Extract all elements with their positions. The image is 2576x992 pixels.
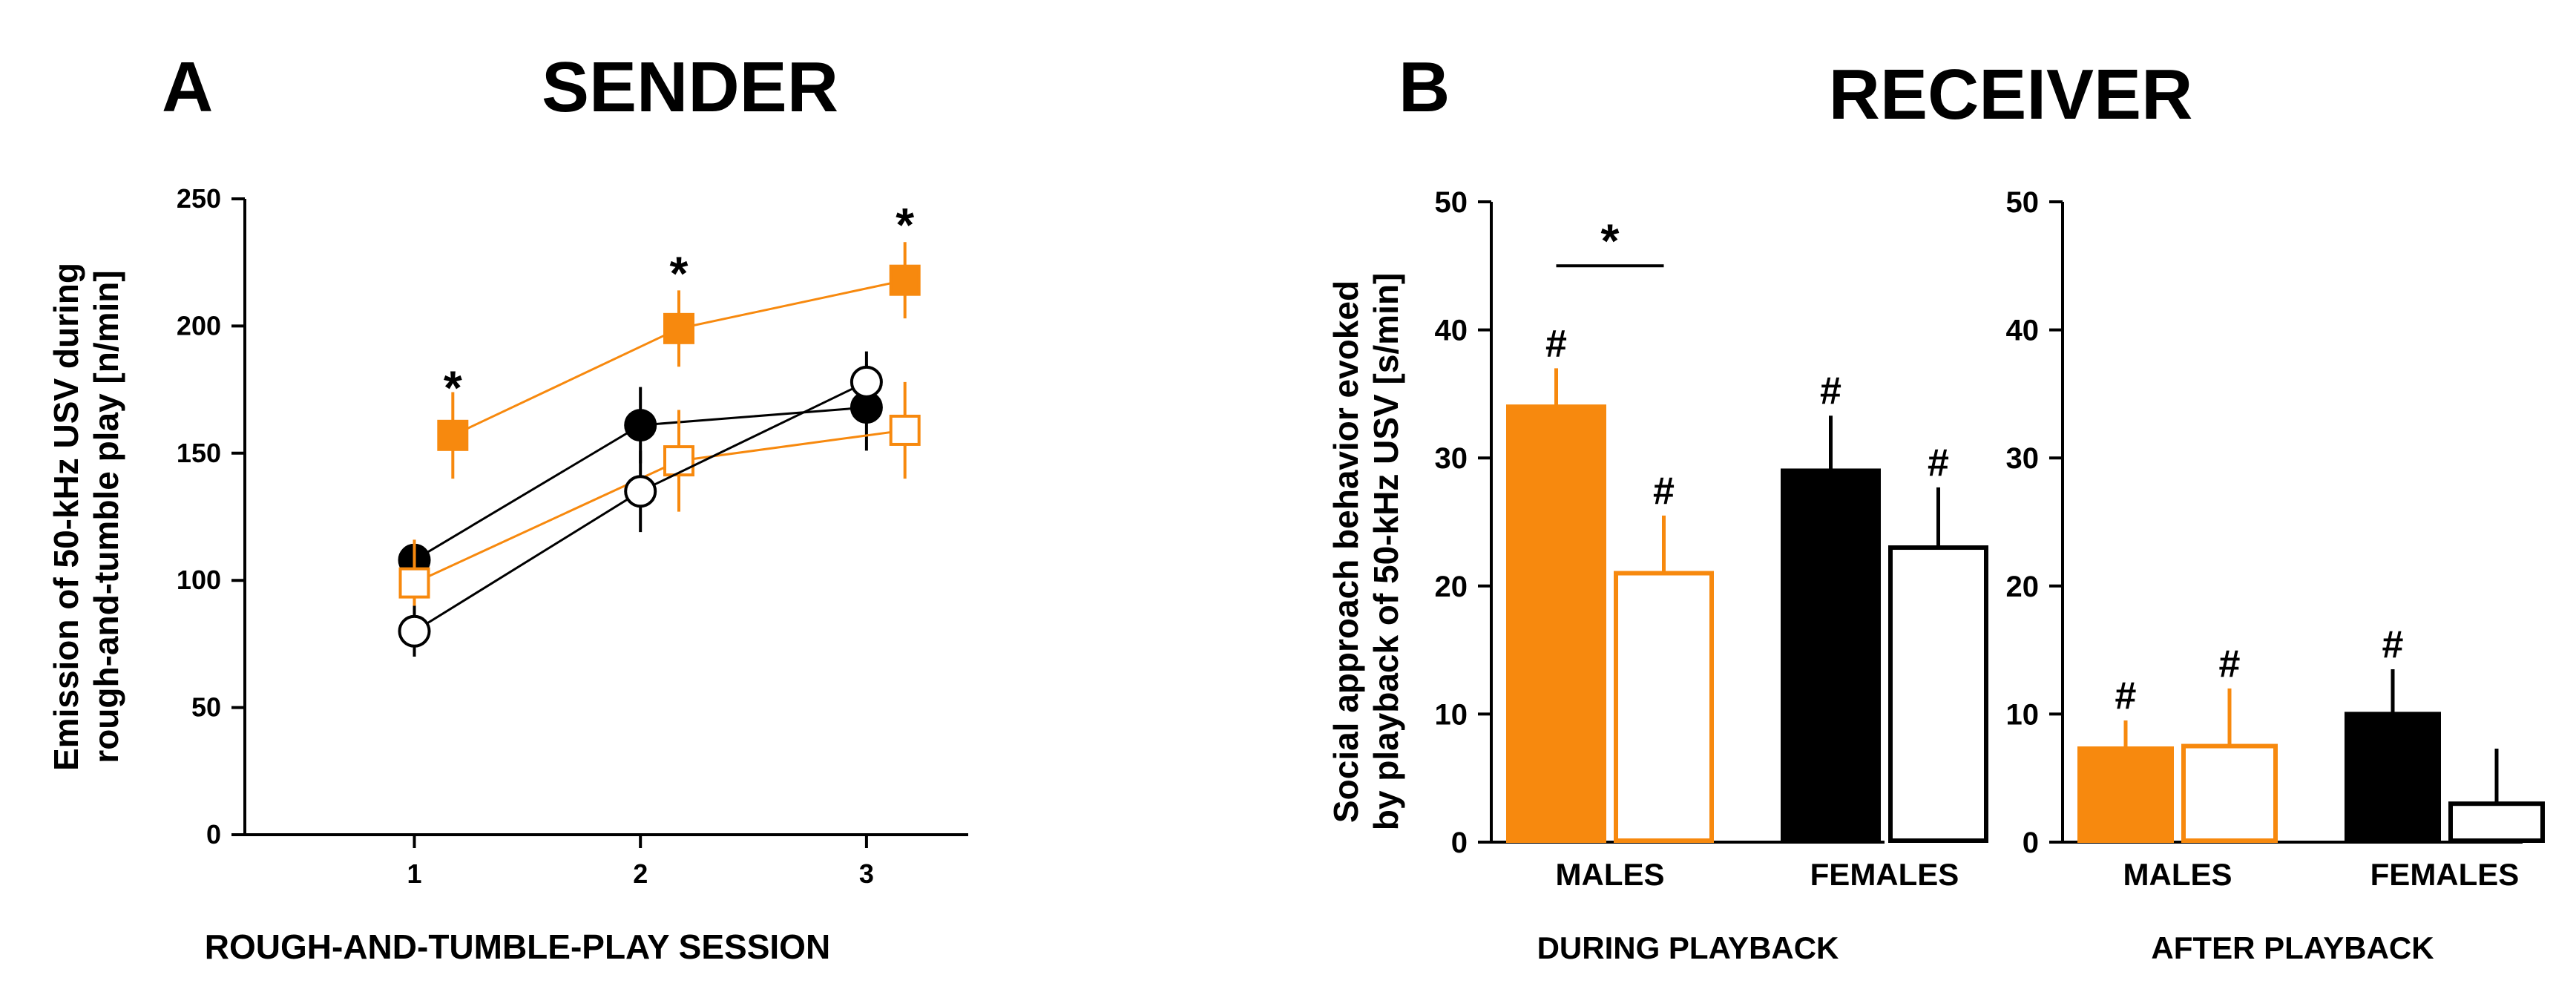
series [398, 381, 921, 626]
x-axis-title: AFTER PLAYBACK [2151, 930, 2434, 965]
data-point-circle [398, 614, 431, 648]
y-tick-label: 0 [1451, 827, 1468, 859]
data-point-square [398, 567, 430, 599]
data-point-square [889, 414, 921, 446]
bar-label: # [2382, 623, 2404, 666]
series [398, 351, 883, 657]
x-axis-title: ROUGH-AND-TUMBLE-PLAY SESSION [205, 927, 830, 966]
y-tick-label: 250 [177, 183, 221, 214]
x-tick-label: 2 [633, 858, 648, 889]
group-label: FEMALES [1810, 857, 1959, 892]
panel-a-letter: A [162, 47, 213, 127]
data-point-square [663, 445, 694, 477]
bar [2181, 743, 2278, 843]
sender-line-chart: 0 50 100 150 200 250 1 2 3 ROUGH-AND-TUMBLE-PLAY … [47, 183, 968, 966]
y-tick-label: 50 [1435, 186, 1468, 219]
y-tick-label: 30 [1435, 442, 1468, 475]
significance-star: * [670, 246, 689, 300]
y-axis-title-line: Emission of 50-kHz USV during [47, 263, 85, 771]
after-playback-bar-chart: 0 10 20 30 40 50 # # # MALES FEMALES AFTER PLAYBACK [2006, 186, 2545, 965]
y-tick-label: 50 [191, 692, 221, 723]
significance-star: * [444, 361, 462, 415]
bar-label: # [1653, 470, 1675, 513]
y-tick-label: 20 [2006, 571, 2040, 603]
significance-star: * [1601, 214, 1620, 267]
bar [1506, 404, 1606, 843]
y-tick-label: 40 [2006, 315, 2040, 347]
y-tick-label: 200 [177, 310, 221, 341]
y-axis-title: Social approach behavior evokedby playba… [1327, 273, 1405, 831]
y-tick-label: 150 [177, 438, 221, 468]
bar [1614, 571, 1714, 843]
group-label: MALES [2123, 857, 2232, 892]
data-point-square [437, 419, 469, 451]
bar-label: # [1820, 369, 1841, 413]
bar-label: # [1545, 322, 1567, 365]
bar [1888, 545, 1988, 844]
bar-label: # [1928, 441, 1949, 484]
bar [1781, 468, 1881, 844]
x-tick-label: 1 [407, 858, 422, 889]
data-point-circle [850, 365, 883, 398]
y-tick-label: 20 [1435, 571, 1468, 603]
bar-label: # [2219, 643, 2241, 686]
data-point-circle [624, 475, 657, 508]
panel-a-title: SENDER [542, 47, 838, 127]
y-tick-label: 0 [206, 819, 221, 850]
y-tick-label: 10 [1435, 698, 1468, 731]
series [437, 242, 921, 479]
data-point-square [663, 312, 694, 344]
series-line [413, 429, 905, 584]
data-point-circle [624, 409, 657, 442]
y-axis-title-line: rough-and-tumble play [n/min] [87, 270, 125, 763]
bar [2448, 801, 2545, 843]
bar-label: # [2115, 674, 2137, 717]
y-tick-label: 50 [2006, 186, 2040, 219]
x-tick-label: 3 [859, 858, 874, 889]
bar [2077, 746, 2174, 844]
y-tick-label: 40 [1435, 315, 1468, 347]
panel-b-letter: B [1399, 47, 1450, 127]
y-axis-title-line: Social approach behavior evoked [1327, 280, 1365, 823]
bar [2345, 712, 2441, 844]
y-tick-label: 0 [2023, 827, 2039, 859]
group-label: MALES [1556, 857, 1665, 892]
x-axis-title: DURING PLAYBACK [1537, 930, 1839, 965]
during-playback-bar-chart: 0 10 20 30 40 50 # # # # MALES FEMALES DURING PLAYBA… [1327, 186, 1988, 965]
significance-star: * [896, 198, 914, 252]
data-point-square [889, 264, 921, 296]
panel-b-title: RECEIVER [1829, 55, 2193, 134]
y-axis-title: Emission of 50-kHz USV duringrough-and-t… [47, 263, 125, 771]
y-tick-label: 30 [2006, 442, 2040, 475]
y-tick-label: 10 [2006, 698, 2040, 731]
group-label: FEMALES [2370, 857, 2520, 892]
y-axis-title-line: by playback of 50-kHz USV [s/min] [1367, 273, 1405, 831]
y-tick-label: 100 [177, 565, 221, 595]
